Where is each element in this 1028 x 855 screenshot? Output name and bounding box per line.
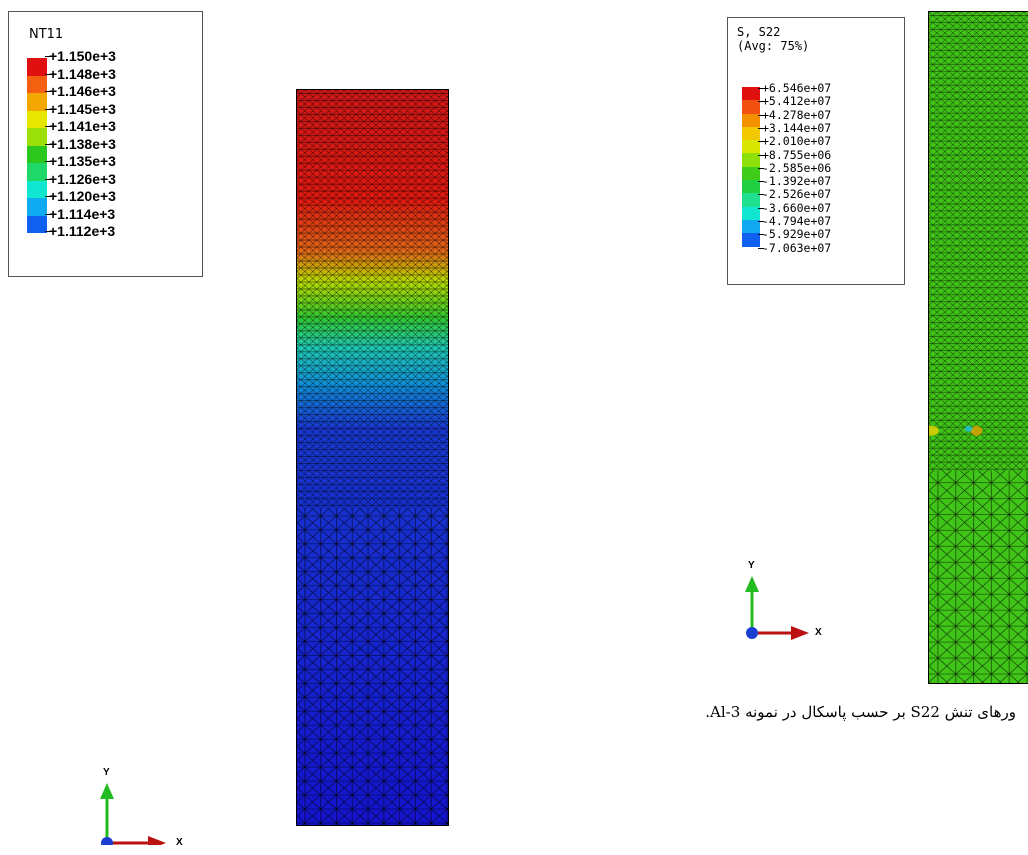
legend-swatch (27, 145, 47, 163)
s22-stress-legend: S, S22 (Avg: 75%) +6.546e+07 +5.412e+07 +4… (727, 17, 905, 285)
legend-label: -7.063e+07 (757, 240, 832, 255)
legend-label: +2.010e+07 (757, 134, 832, 149)
temperature-contour-plot (296, 89, 449, 826)
legend-swatch (27, 215, 47, 233)
legend-label: +1.145e+3 (45, 100, 116, 117)
legend-label: +4.278e+07 (757, 107, 832, 122)
y-axis-label: Y (103, 767, 110, 778)
legend-label: +1.135e+3 (45, 153, 116, 169)
legend-label: +1.146e+3 (45, 83, 116, 99)
legend-label: +1.138e+3 (45, 135, 116, 152)
legend-label: +6.546e+07 (757, 81, 832, 95)
legend-label: +1.148e+3 (45, 65, 116, 82)
legend-label: -5.929e+07 (757, 227, 832, 242)
legend-label: -4.794e+07 (757, 214, 832, 228)
legend-label: +1.126e+3 (45, 170, 116, 187)
legend-label: +3.144e+07 (757, 120, 832, 135)
legend-swatch (742, 87, 760, 101)
x-axis-label: X (176, 837, 183, 848)
legend-label: +1.120e+3 (45, 188, 116, 204)
x-axis-label: X (815, 627, 822, 638)
legend-swatch (27, 58, 47, 76)
legend-swatch (27, 180, 47, 198)
legend-swatch (742, 126, 760, 141)
legend-swatch (27, 110, 47, 128)
legend-swatch (742, 140, 760, 154)
legend-swatch (27, 128, 47, 146)
legend-swatch (742, 233, 760, 247)
figure-caption: ورهای تنش S22 بر حسب پاسکال در نمونه Al-… (705, 703, 1016, 721)
legend-label: +1.150e+3 (45, 48, 116, 64)
legend-swatch (742, 100, 760, 114)
legend-title: NT11 (29, 27, 64, 42)
legend-swatch (742, 113, 760, 127)
legend-title: S, S22 (737, 25, 781, 39)
legend-label: -1.392e+07 (757, 174, 832, 189)
coordinate-axes-triad: Y X (737, 560, 837, 640)
legend-swatch (742, 206, 760, 220)
legend-swatch (742, 166, 760, 181)
legend-swatch (742, 180, 760, 194)
y-axis-label: Y (748, 560, 755, 571)
legend-label: +8.755e+06 (757, 147, 832, 162)
legend-label: -3.660e+07 (757, 200, 832, 215)
legend-label: -2.526e+07 (757, 187, 832, 202)
legend-label: +1.112e+3 (44, 223, 116, 239)
legend-swatch (742, 193, 760, 207)
nt11-legend: NT11 +1.150e+3 +1.148e+3 +1.146e+3 +1.145e+… (8, 11, 203, 277)
legend-swatch (742, 153, 760, 167)
legend-swatch (27, 93, 47, 111)
legend-swatch (27, 75, 47, 93)
legend-color-bar (27, 58, 47, 233)
legend-swatch (27, 163, 47, 181)
legend-color-bar (742, 87, 760, 247)
legend-label: -2.585e+06 (757, 160, 832, 175)
legend-label: +1.141e+3 (45, 118, 116, 134)
legend-swatch (742, 219, 760, 234)
legend-label: +1.114e+3 (44, 205, 116, 222)
stress-contour-plot (928, 11, 1028, 684)
legend-swatch (27, 198, 47, 216)
legend-subtitle: (Avg: 75%) (737, 39, 810, 53)
legend-label: +5.412e+07 (757, 94, 832, 109)
coordinate-axes-triad: Y X (90, 765, 190, 848)
